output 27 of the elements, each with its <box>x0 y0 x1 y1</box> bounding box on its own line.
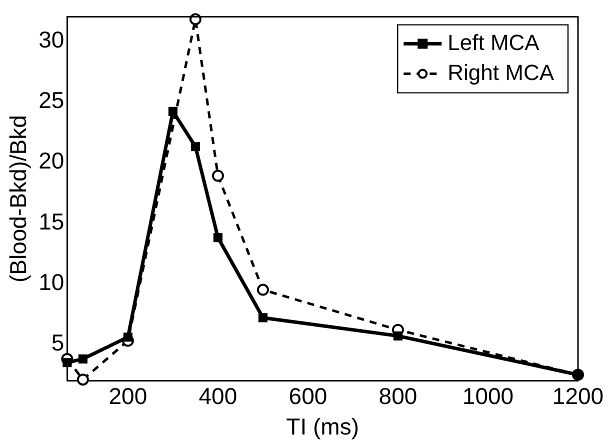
point <box>76 374 89 386</box>
x-tick-label: 400 <box>198 382 238 409</box>
x-axis-title: TI (ms) <box>286 414 359 440</box>
y-axis-title: (Blood-Bkd)/Bkd <box>5 115 32 283</box>
y-tick-label: 25 <box>38 87 64 114</box>
y-tick-label: 10 <box>38 269 64 296</box>
point <box>213 233 222 242</box>
point <box>62 358 72 368</box>
point <box>123 332 132 342</box>
point <box>393 331 403 340</box>
x-tick-label: 600 <box>288 382 328 409</box>
point <box>212 170 224 182</box>
x-tick-label: 1200 <box>552 382 604 409</box>
point <box>78 354 88 364</box>
y-tick-label: 20 <box>38 148 64 174</box>
point <box>258 313 268 322</box>
y-tick-label: 30 <box>38 26 64 52</box>
y-tick-label: 5 <box>51 330 64 356</box>
x-tick-label: 1000 <box>462 382 514 409</box>
point <box>256 284 269 296</box>
legend-label: Left MCA <box>448 30 540 55</box>
x-tick-label: 200 <box>108 382 148 409</box>
x-tick-label: 800 <box>378 382 418 409</box>
point <box>190 142 200 152</box>
point <box>168 106 178 116</box>
legend-label: Right MCA <box>448 60 554 85</box>
y-tick-label: 15 <box>38 208 64 234</box>
